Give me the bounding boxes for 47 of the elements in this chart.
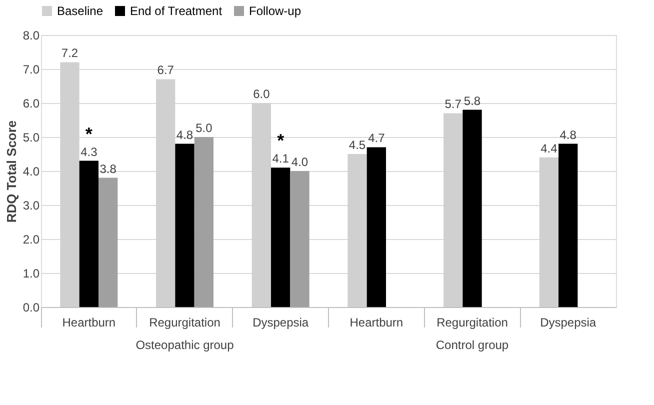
- x-tick-label: Heartburn: [350, 316, 404, 330]
- bar: [271, 168, 290, 307]
- y-axis-title: RDQ Total Score: [4, 120, 19, 223]
- legend-label: Follow-up: [249, 4, 302, 18]
- bar: [175, 144, 194, 307]
- data-label: 6.7: [157, 63, 174, 78]
- bar: [290, 171, 310, 307]
- data-label: 3.8: [100, 162, 117, 176]
- bar: [98, 178, 118, 307]
- y-tick-label: 7.0: [22, 62, 40, 76]
- data-label: 4.1: [272, 152, 290, 166]
- data-label: 4.8: [560, 128, 577, 142]
- y-tick-label: 6.0: [22, 96, 40, 110]
- bar: [79, 160, 98, 307]
- annotation: *: [85, 124, 92, 144]
- x-tick-label: Regurgitation: [436, 316, 508, 330]
- bar: [366, 147, 386, 307]
- annotation: *: [277, 130, 284, 151]
- data-label: 7.2: [61, 46, 78, 60]
- data-label: 4.5: [348, 138, 366, 152]
- data-label: 4.3: [80, 144, 98, 159]
- y-tick-label: 5.0: [22, 130, 40, 144]
- legend-label: End of Treatment: [130, 4, 223, 18]
- bar: [558, 144, 578, 307]
- y-tick-label: 2.0: [22, 232, 40, 246]
- data-label: 5.8: [464, 94, 481, 108]
- x-tick-label: Dyspepsia: [252, 316, 309, 330]
- y-tick-label: 4.0: [22, 164, 40, 178]
- y-tick-label: 8.0: [22, 28, 40, 42]
- x-tick-label: Regurgitation: [149, 316, 220, 330]
- data-label: 4.8: [176, 128, 194, 142]
- text: Osteopathic group: [136, 338, 234, 352]
- data-label: 4.4: [540, 141, 558, 156]
- bar: [462, 110, 482, 307]
- y-tick-label: 3.0: [22, 198, 40, 212]
- x-tick-label: Dyspepsia: [540, 316, 596, 330]
- data-label: 4.7: [368, 131, 386, 146]
- text: Control group: [436, 338, 509, 352]
- y-tick-label: 1.0: [22, 266, 40, 280]
- y-tick-label: 0.0: [22, 300, 40, 314]
- data-label: 5.0: [196, 121, 213, 135]
- data-label: 5.7: [444, 97, 462, 112]
- data-label: 4.0: [291, 155, 308, 169]
- x-tick-label: Heartburn: [62, 316, 116, 330]
- bar: [194, 137, 214, 307]
- data-label: 6.0: [253, 87, 270, 101]
- legend-label: Baseline: [57, 4, 104, 18]
